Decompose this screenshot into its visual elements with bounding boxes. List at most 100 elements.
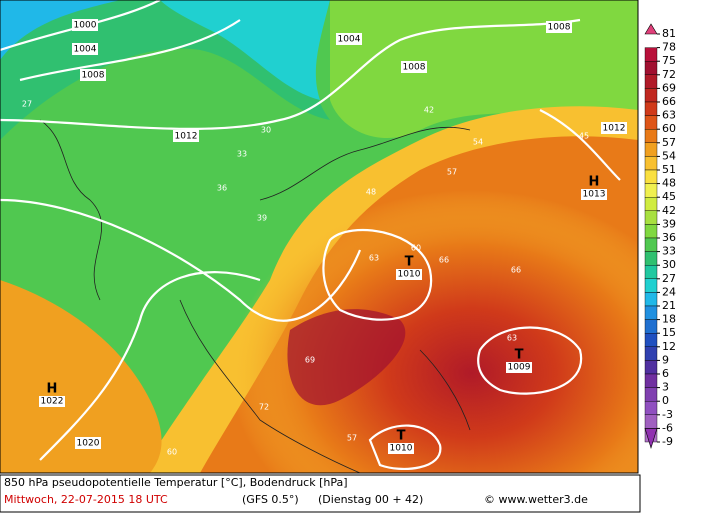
legend-band [644,360,658,375]
legend-tick-label: 42 [662,204,676,217]
isobar-label: 1000 [74,21,97,31]
footer-credit: © www.wetter3.de [484,493,588,506]
legend-tick-label: 18 [662,313,676,326]
isobar-label: 1004 [338,35,361,45]
legend-tick-label: 45 [662,190,676,203]
legend-arrow-top [644,23,658,35]
legend-tick-label: 3 [662,381,669,394]
legend-band [644,61,658,76]
legend-band [644,319,658,334]
temperature-label: 45 [579,132,589,141]
pressure-center-symbol: H [589,175,600,190]
label-bg [173,130,199,142]
temperature-label: 60 [167,448,177,457]
legend-band [644,128,658,143]
legend-band [644,47,658,62]
legend-band [644,292,658,307]
legend-tick-label: 9 [662,353,669,366]
label-bg [39,396,65,407]
map: 1000 1004 1008 1004 1008 1008 1012 1012 1020 27 30… [0,0,638,473]
temperature-label: 72 [259,403,269,412]
legend-tick-label: 24 [662,285,676,298]
legend-band [644,265,658,280]
pressure-center-symbol: H [47,382,58,397]
footer-box [0,474,641,513]
pressure-center-value: 1022 [41,397,64,407]
temperature-label: 39 [257,214,267,223]
temperature-label: 42 [424,106,434,115]
isobar-label: 1012 [603,124,626,134]
legend-tick-label: 36 [662,231,676,244]
legend-tick-label: 51 [662,163,676,176]
legend-band [644,305,658,320]
legend-band [644,333,658,348]
legend-band [644,156,658,171]
legend-band [644,346,658,361]
legend-band [644,101,658,116]
pressure-center-value: 1013 [583,190,606,200]
legend-band [644,251,658,266]
legend-tick-label: 39 [662,217,676,230]
temperature-label: 66 [511,266,521,275]
legend-tick-label: 21 [662,299,676,312]
legend-band [644,387,658,402]
temperature-label: 63 [507,334,517,343]
temperature-label: 36 [217,184,227,193]
legend-tick-label: 54 [662,149,676,162]
legend-band [644,401,658,416]
isobar-label: 1012 [175,132,198,142]
isobar-label: 1008 [548,23,571,33]
legend-band [644,169,658,184]
label-bg [396,269,422,280]
isobar-label: 1004 [74,45,97,55]
legend-band [644,183,658,198]
legend-tick-label: 75 [662,54,676,67]
legend-tick-label: -6 [662,421,673,434]
label-bg [75,437,101,449]
label-bg [506,362,532,373]
label-bg [401,61,427,73]
legend-tick-label: 81 [662,27,676,40]
legend-tick-label: 63 [662,109,676,122]
legend-tick-label: 30 [662,258,676,271]
legend-band [644,414,658,429]
pressure-center-value: 1010 [390,444,413,454]
legend-band [644,224,658,239]
temperature-label: 69 [305,356,315,365]
label-bg [601,122,627,134]
map-frame [0,0,639,474]
pressure-center-value: 1009 [508,363,531,373]
label-bg [388,443,414,454]
label-bg [72,43,98,55]
legend-band [644,88,658,103]
temperature-label: 33 [237,150,247,159]
legend-tick-label: 78 [662,41,676,54]
isobar-label: 1008 [82,71,105,81]
legend-tick-label: 12 [662,340,676,353]
temperature-label: 60 [411,244,421,253]
legend-arrow-bottom [644,428,658,450]
legend-tick-label: 6 [662,367,669,380]
pressure-center-symbol: T [397,429,406,444]
temperature-label: 48 [366,188,376,197]
footer-model: (GFS 0.5°) [242,493,299,506]
footer-date: Mittwoch, 22-07-2015 18 UTC [4,493,168,506]
label-bg [336,33,362,45]
legend-tick-label: 72 [662,68,676,81]
legend-tick-label: 27 [662,272,676,285]
legend-band [644,278,658,293]
temperature-label: 57 [447,168,457,177]
pressure-center-symbol: T [405,255,414,270]
legend-tick-label: 48 [662,177,676,190]
legend-band [644,74,658,89]
legend-band [644,142,658,157]
label-bg [80,69,106,81]
legend-tick-label: 0 [662,394,669,407]
legend-tick-label: -9 [662,435,673,448]
temperature-label: 30 [261,126,271,135]
footer-run: (Dienstag 00 + 42) [318,493,423,506]
legend-tick-label: 15 [662,326,676,339]
temperature-label: 66 [439,256,449,265]
label-bg [72,19,98,31]
